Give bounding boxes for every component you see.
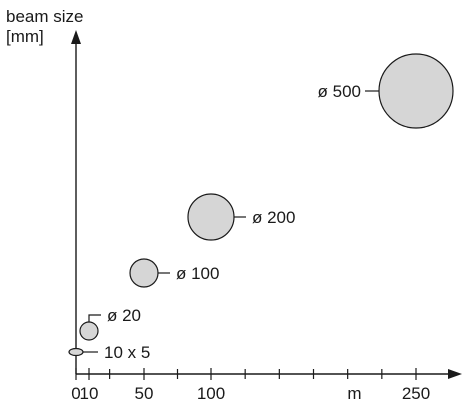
y-axis-label: [mm] — [6, 27, 44, 46]
y-axis-label: beam size — [6, 7, 83, 26]
x-unit-label: m — [347, 384, 361, 403]
beam-circle — [378, 53, 454, 129]
x-tick-label: 10 — [80, 384, 99, 403]
beam-circle — [79, 321, 99, 341]
x-ticks: 010 50 100 250 m — [71, 368, 430, 403]
beam-label: 10 x 5 — [104, 343, 150, 362]
axes — [71, 30, 462, 379]
beam-label: ø 200 — [252, 208, 295, 227]
x-tick-label: 50 — [135, 384, 154, 403]
beam-point: ø 500 — [318, 53, 454, 129]
beam-circle — [187, 193, 235, 241]
beam-circle — [129, 258, 159, 288]
beam-point: ø 200 — [187, 193, 295, 241]
beam-label: ø 500 — [318, 82, 361, 101]
beam-point: 10 x 5 — [68, 343, 150, 362]
x-tick-label: 250 — [402, 384, 430, 403]
x-tick-label: 100 — [197, 384, 225, 403]
beam-point: ø 20 — [79, 306, 141, 341]
x-axis-arrow — [448, 369, 462, 379]
beam-leader — [88, 314, 101, 322]
y-axis-arrow — [71, 30, 81, 44]
x-tick-label: 0 — [71, 384, 80, 403]
beam-label: ø 100 — [176, 264, 219, 283]
beam-label: ø 20 — [107, 306, 141, 325]
beam-ellipse — [68, 347, 84, 357]
beam-points: 10 x 5 ø 20 ø 100 ø 200 ø 500 — [68, 53, 454, 362]
beam-point: ø 100 — [129, 258, 219, 288]
axis-labels: beam size[mm] — [6, 7, 83, 46]
